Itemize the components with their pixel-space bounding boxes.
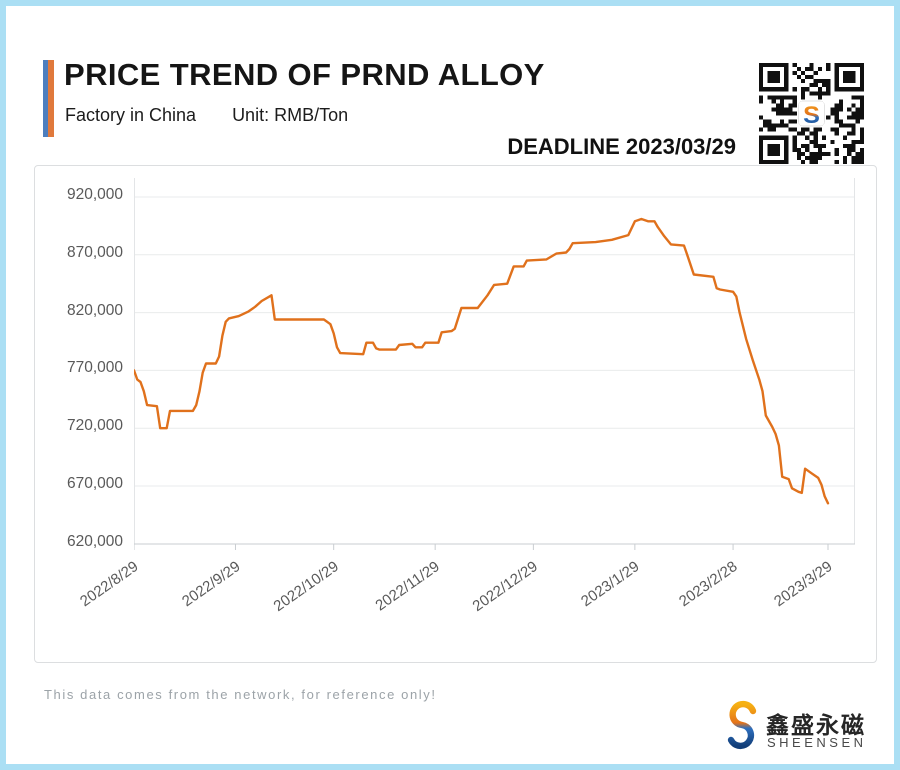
footer-disclaimer: This data comes from the network, for re… xyxy=(44,687,437,702)
price-trend-line-chart xyxy=(134,178,855,550)
qr-center-logo-plate xyxy=(798,100,825,127)
y-tick-label: 770,000 xyxy=(66,359,123,377)
x-tick-label: 2023/3/29 xyxy=(771,558,836,611)
subtitle-unit: Unit: RMB/Ton xyxy=(232,105,349,125)
accent-bar-blue xyxy=(43,60,48,137)
accent-bar-orange xyxy=(48,60,54,137)
y-tick-label: 820,000 xyxy=(66,301,123,319)
brand-logo: 鑫盛永磁 SHEENSEN xyxy=(722,700,882,758)
brand-name-en: SHEENSEN xyxy=(767,735,867,750)
x-tick-label: 2022/9/29 xyxy=(178,558,244,611)
qr-center-s-icon: S xyxy=(803,103,820,129)
deadline-text: DEADLINE 2023/03/29 xyxy=(507,134,736,159)
chart-card: 920,000 870,000 820,000 770,000 720,000 670,0… xyxy=(34,165,877,663)
brand-s-icon xyxy=(727,700,757,750)
x-tick-label: 2022/11/29 xyxy=(372,558,443,615)
x-tick-label: 2023/1/29 xyxy=(578,558,643,611)
subtitle-location: Factory in China xyxy=(65,105,197,125)
y-tick-label: 670,000 xyxy=(66,475,123,492)
brand-name-cn: 鑫盛永磁 xyxy=(766,712,866,738)
x-tick-label: 2022/10/29 xyxy=(270,558,342,615)
chart-subtitle: Factory in China Unit: RMB/Ton xyxy=(65,105,348,126)
page-title: PRICE TREND OF PRND ALLOY xyxy=(64,57,545,92)
y-tick-label: 920,000 xyxy=(66,186,123,203)
x-tick-label: 2022/12/29 xyxy=(469,558,542,615)
qr-code-image: S xyxy=(759,63,864,164)
x-tick-label: 2022/8/29 xyxy=(77,558,142,611)
x-tick-label: 2023/2/28 xyxy=(676,558,741,611)
y-tick-label: 620,000 xyxy=(66,532,123,550)
title-accent-bar xyxy=(43,60,54,137)
y-tick-label: 720,000 xyxy=(66,417,123,435)
y-tick-label: 870,000 xyxy=(66,243,123,261)
